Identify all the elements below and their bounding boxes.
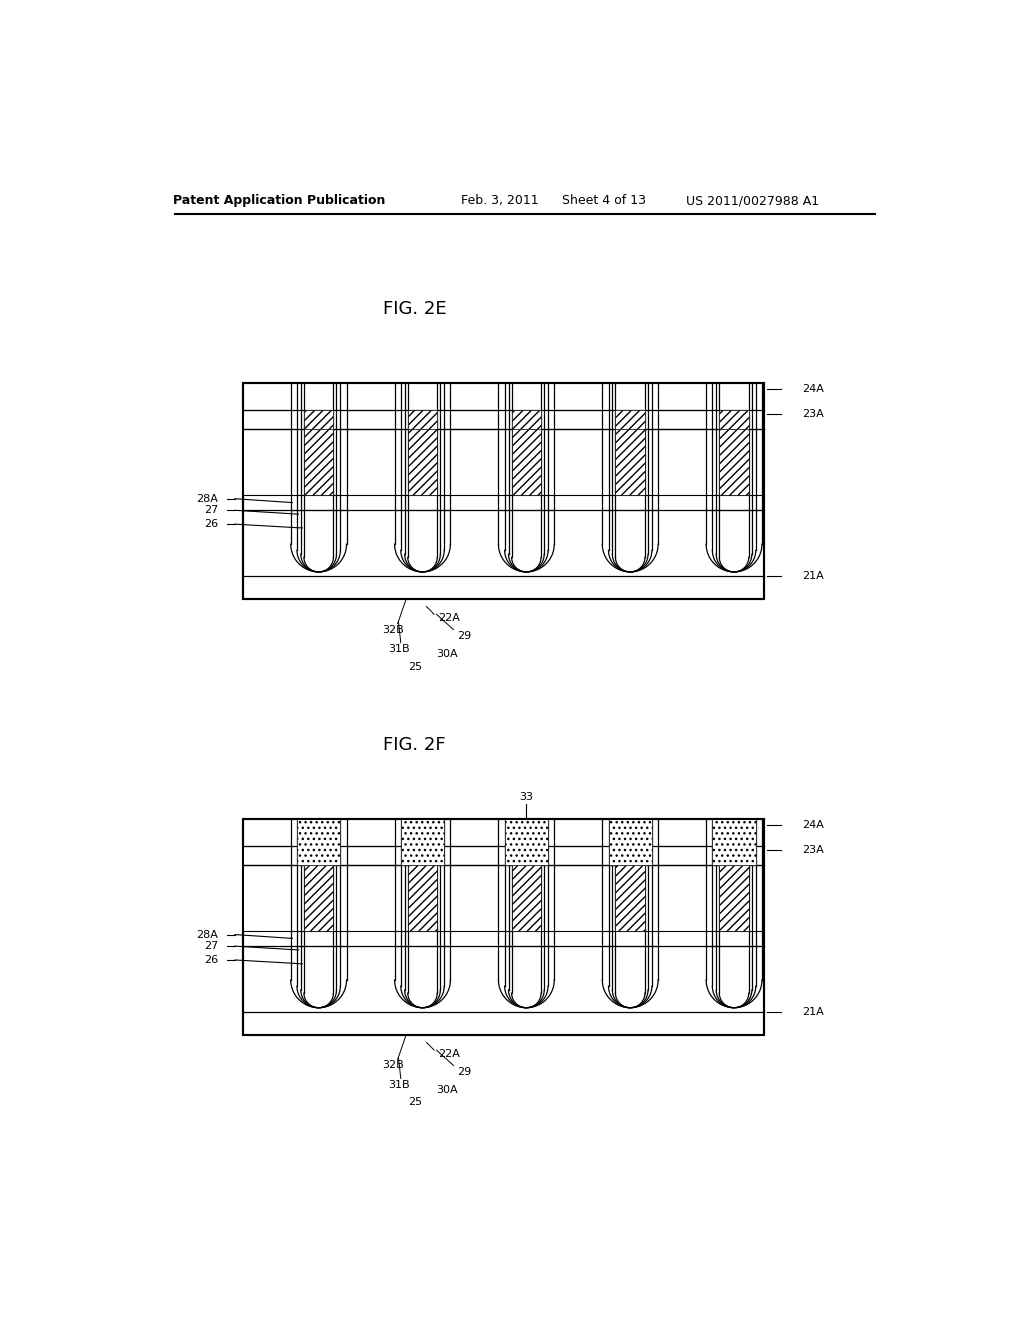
Bar	[408, 411, 437, 429]
Text: 26: 26	[204, 519, 218, 529]
Bar	[554, 429, 602, 495]
Bar	[304, 846, 334, 866]
Text: 24A: 24A	[802, 820, 824, 830]
Text: 32B: 32B	[382, 1060, 403, 1071]
Text: 33: 33	[519, 792, 534, 803]
Bar	[408, 866, 437, 931]
Text: 25: 25	[408, 1097, 422, 1107]
Bar	[346, 429, 394, 495]
Text: 21A: 21A	[802, 570, 824, 581]
Text: 29: 29	[458, 1067, 472, 1077]
Bar	[512, 866, 541, 931]
Text: FIG. 2F: FIG. 2F	[383, 737, 446, 754]
Text: US 2011/0027988 A1: US 2011/0027988 A1	[686, 194, 819, 207]
Bar	[719, 846, 749, 866]
Text: 29: 29	[458, 631, 472, 640]
Bar	[719, 429, 749, 495]
Bar	[615, 866, 645, 931]
Bar	[400, 818, 444, 866]
Bar	[243, 383, 764, 599]
Text: 32B: 32B	[382, 624, 403, 635]
Bar	[554, 846, 602, 866]
Bar	[658, 411, 707, 429]
Text: Patent Application Publication: Patent Application Publication	[173, 194, 385, 207]
Text: 27: 27	[204, 941, 218, 952]
Bar	[505, 818, 548, 866]
Bar	[346, 866, 394, 931]
Bar	[451, 429, 499, 495]
Bar	[243, 383, 764, 599]
Bar	[719, 411, 749, 429]
Text: 26: 26	[204, 954, 218, 965]
Text: FIG. 2E: FIG. 2E	[383, 300, 446, 318]
Bar	[243, 846, 291, 866]
Bar	[408, 846, 437, 866]
Bar	[658, 866, 707, 931]
Bar	[719, 866, 749, 931]
Bar	[243, 411, 291, 429]
Bar	[451, 866, 499, 931]
Bar	[762, 846, 764, 866]
Text: 28A: 28A	[196, 929, 218, 940]
Bar	[346, 846, 394, 866]
Text: Sheet 4 of 13: Sheet 4 of 13	[562, 194, 646, 207]
Text: 31B: 31B	[388, 1080, 410, 1090]
Text: 24A: 24A	[802, 384, 824, 395]
Bar	[762, 411, 764, 429]
Bar	[243, 818, 764, 1035]
Text: 30A: 30A	[436, 1085, 458, 1096]
Bar	[512, 429, 541, 495]
Bar	[608, 818, 652, 866]
Bar	[512, 846, 541, 866]
Text: Feb. 3, 2011: Feb. 3, 2011	[461, 194, 539, 207]
Bar	[243, 429, 291, 495]
Text: 23A: 23A	[802, 845, 824, 855]
Bar	[304, 429, 334, 495]
Bar	[346, 411, 394, 429]
Text: 31B: 31B	[388, 644, 410, 653]
Bar	[762, 429, 764, 495]
Bar	[512, 411, 541, 429]
Bar	[451, 411, 499, 429]
Bar	[304, 411, 334, 429]
Bar	[713, 818, 756, 866]
Bar	[615, 411, 645, 429]
Bar	[554, 866, 602, 931]
Text: 22A: 22A	[438, 1049, 460, 1059]
Text: 28A: 28A	[196, 494, 218, 504]
Bar	[658, 429, 707, 495]
Text: 23A: 23A	[802, 409, 824, 418]
Bar	[297, 818, 340, 866]
Text: 25: 25	[408, 661, 422, 672]
Bar	[762, 866, 764, 931]
Bar	[451, 846, 499, 866]
Bar	[615, 429, 645, 495]
Bar	[658, 846, 707, 866]
Text: 27: 27	[204, 506, 218, 515]
Bar	[304, 866, 334, 931]
Bar	[243, 866, 291, 931]
Bar	[554, 411, 602, 429]
Bar	[408, 429, 437, 495]
Bar	[243, 818, 764, 1035]
Text: 30A: 30A	[436, 649, 458, 659]
Text: 21A: 21A	[802, 1007, 824, 1016]
Text: 22A: 22A	[438, 612, 460, 623]
Bar	[615, 846, 645, 866]
